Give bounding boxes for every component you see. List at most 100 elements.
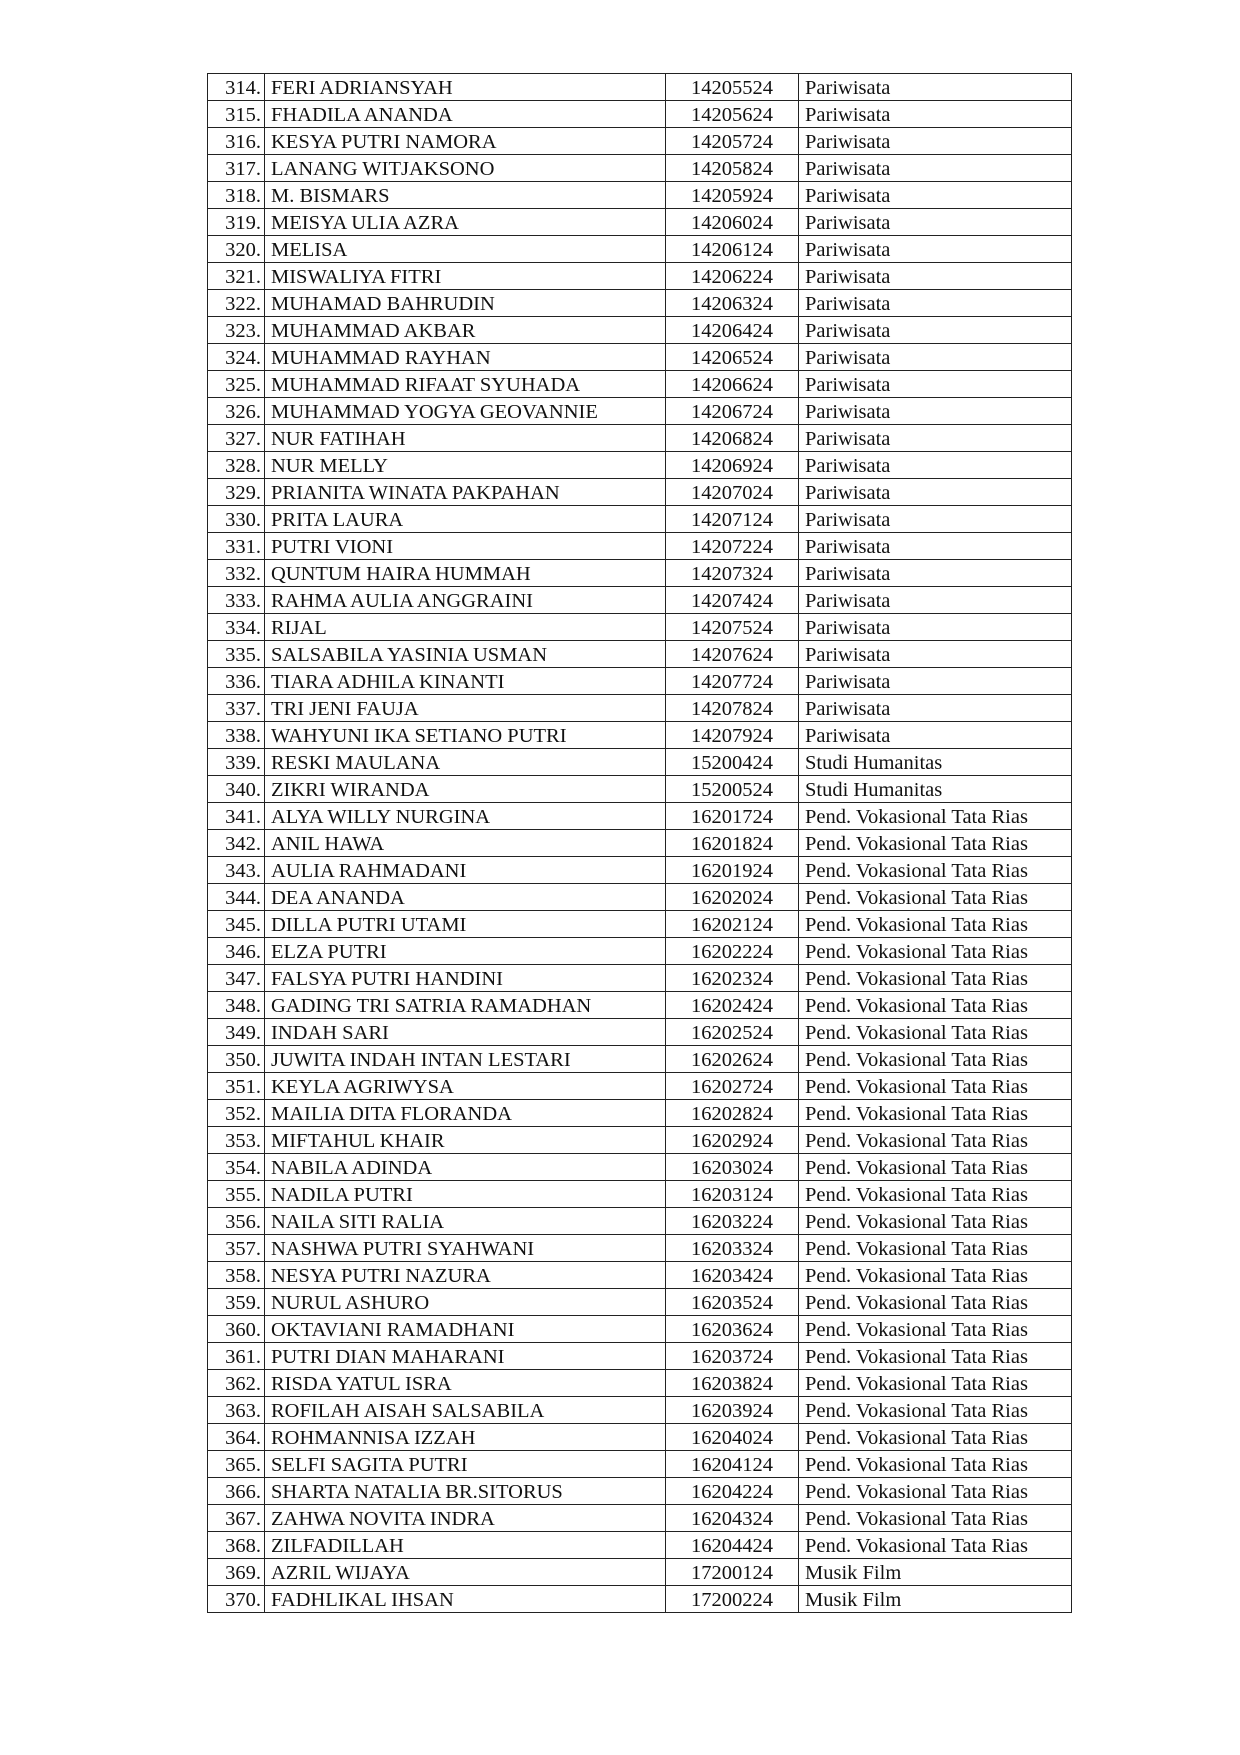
study-program: Pend. Vokasional Tata Rias	[798, 1504, 1072, 1532]
row-number: 318.	[207, 181, 265, 209]
student-name: QUNTUM HAIRA HUMMAH	[264, 559, 666, 587]
student-id: 16203224	[665, 1207, 799, 1235]
table-row: 340. ZIKRI WIRANDA 15200524 Studi Humanitas	[207, 775, 1072, 803]
study-program: Pariwisata	[798, 613, 1072, 641]
study-program: Pend. Vokasional Tata Rias	[798, 1126, 1072, 1154]
table-row: 332. QUNTUM HAIRA HUMMAH 14207324 Pariwisat…	[207, 559, 1072, 587]
row-number: 341.	[207, 802, 265, 830]
row-number: 342.	[207, 829, 265, 857]
row-number: 343.	[207, 856, 265, 884]
row-number: 340.	[207, 775, 265, 803]
study-program: Pariwisata	[798, 154, 1072, 182]
student-name: MUHAMAD BAHRUDIN	[264, 289, 666, 317]
student-name: FERI ADRIANSYAH	[264, 73, 666, 101]
study-program: Studi Humanitas	[798, 748, 1072, 776]
student-name: ZIKRI WIRANDA	[264, 775, 666, 803]
table-row: 341. ALYA WILLY NURGINA 16201724 Pend. Voka…	[207, 802, 1072, 830]
student-id: 16203324	[665, 1234, 799, 1262]
table-row: 339. RESKI MAULANA 15200424 Studi Humanitas	[207, 748, 1072, 776]
study-program: Pariwisata	[798, 532, 1072, 560]
row-number: 358.	[207, 1261, 265, 1289]
student-id: 16204124	[665, 1450, 799, 1478]
student-name: SHARTA NATALIA BR.SITORUS	[264, 1477, 666, 1505]
student-name: MUHAMMAD RAYHAN	[264, 343, 666, 371]
student-name: NESYA PUTRI NAZURA	[264, 1261, 666, 1289]
study-program: Pend. Vokasional Tata Rias	[798, 802, 1072, 830]
student-id: 16204324	[665, 1504, 799, 1532]
table-row: 319. MEISYA ULIA AZRA 14206024 Pariwisata	[207, 208, 1072, 236]
row-number: 355.	[207, 1180, 265, 1208]
study-program: Pend. Vokasional Tata Rias	[798, 1018, 1072, 1046]
student-name: PUTRI DIAN MAHARANI	[264, 1342, 666, 1370]
student-id: 14206224	[665, 262, 799, 290]
study-program: Pend. Vokasional Tata Rias	[798, 1180, 1072, 1208]
student-id: 14206624	[665, 370, 799, 398]
row-number: 352.	[207, 1099, 265, 1127]
study-program: Pariwisata	[798, 343, 1072, 371]
student-name: AZRIL WIJAYA	[264, 1558, 666, 1586]
student-name: NUR FATIHAH	[264, 424, 666, 452]
study-program: Pend. Vokasional Tata Rias	[798, 1477, 1072, 1505]
row-number: 332.	[207, 559, 265, 587]
study-program: Pend. Vokasional Tata Rias	[798, 1072, 1072, 1100]
student-name: MUHAMMAD YOGYA GEOVANNIE	[264, 397, 666, 425]
table-row: 333. RAHMA AULIA ANGGRAINI 14207424 Pariwis…	[207, 586, 1072, 614]
study-program: Pend. Vokasional Tata Rias	[798, 1342, 1072, 1370]
table-row: 329. PRIANITA WINATA PAKPAHAN 14207024 Pari…	[207, 478, 1072, 506]
student-name: ZILFADILLAH	[264, 1531, 666, 1559]
student-name: MIFTAHUL KHAIR	[264, 1126, 666, 1154]
row-number: 328.	[207, 451, 265, 479]
student-id: 16203724	[665, 1342, 799, 1370]
study-program: Pariwisata	[798, 289, 1072, 317]
row-number: 315.	[207, 100, 265, 128]
student-id: 16202924	[665, 1126, 799, 1154]
row-number: 344.	[207, 883, 265, 911]
row-number: 338.	[207, 721, 265, 749]
student-id: 16203124	[665, 1180, 799, 1208]
table-row: 343. AULIA RAHMADANI 16201924 Pend. Vokasio…	[207, 856, 1072, 884]
row-number: 337.	[207, 694, 265, 722]
student-name: TIARA ADHILA KINANTI	[264, 667, 666, 695]
table-row: 342. ANIL HAWA 16201824 Pend. Vokasional Ta…	[207, 829, 1072, 857]
row-number: 357.	[207, 1234, 265, 1262]
study-program: Pariwisata	[798, 505, 1072, 533]
student-name: KEYLA AGRIWYSA	[264, 1072, 666, 1100]
student-name: ELZA PUTRI	[264, 937, 666, 965]
row-number: 362.	[207, 1369, 265, 1397]
table-row: 356. NAILA SITI RALIA 16203224 Pend. Vokasi…	[207, 1207, 1072, 1235]
table-row: 322. MUHAMAD BAHRUDIN 14206324 Pariwisata	[207, 289, 1072, 317]
table-row: 327. NUR FATIHAH 14206824 Pariwisata	[207, 424, 1072, 452]
student-id: 14207524	[665, 613, 799, 641]
student-name: PRITA LAURA	[264, 505, 666, 533]
student-id: 16202524	[665, 1018, 799, 1046]
student-name: MUHAMMAD RIFAAT SYUHADA	[264, 370, 666, 398]
student-id: 16202724	[665, 1072, 799, 1100]
table-row: 330. PRITA LAURA 14207124 Pariwisata	[207, 505, 1072, 533]
table-row: 357. NASHWA PUTRI SYAHWANI 16203324 Pend. V…	[207, 1234, 1072, 1262]
student-id: 16204424	[665, 1531, 799, 1559]
row-number: 365.	[207, 1450, 265, 1478]
student-id: 16202224	[665, 937, 799, 965]
table-row: 348. GADING TRI SATRIA RAMADHAN 16202424 Pe…	[207, 991, 1072, 1019]
student-name: ANIL HAWA	[264, 829, 666, 857]
row-number: 322.	[207, 289, 265, 317]
student-id: 14206424	[665, 316, 799, 344]
row-number: 339.	[207, 748, 265, 776]
study-program: Pend. Vokasional Tata Rias	[798, 1369, 1072, 1397]
table-row: 338. WAHYUNI IKA SETIANO PUTRI 14207924 Par…	[207, 721, 1072, 749]
student-name: FHADILA ANANDA	[264, 100, 666, 128]
table-row: 353. MIFTAHUL KHAIR 16202924 Pend. Vokasion…	[207, 1126, 1072, 1154]
study-program: Pariwisata	[798, 694, 1072, 722]
student-name: PUTRI VIONI	[264, 532, 666, 560]
study-program: Pend. Vokasional Tata Rias	[798, 1153, 1072, 1181]
study-program: Pend. Vokasional Tata Rias	[798, 1207, 1072, 1235]
row-number: 351.	[207, 1072, 265, 1100]
row-number: 325.	[207, 370, 265, 398]
row-number: 348.	[207, 991, 265, 1019]
row-number: 353.	[207, 1126, 265, 1154]
row-number: 334.	[207, 613, 265, 641]
student-name: SELFI SAGITA PUTRI	[264, 1450, 666, 1478]
row-number: 346.	[207, 937, 265, 965]
table-row: 326. MUHAMMAD YOGYA GEOVANNIE 14206724 Pari…	[207, 397, 1072, 425]
student-id: 15200424	[665, 748, 799, 776]
